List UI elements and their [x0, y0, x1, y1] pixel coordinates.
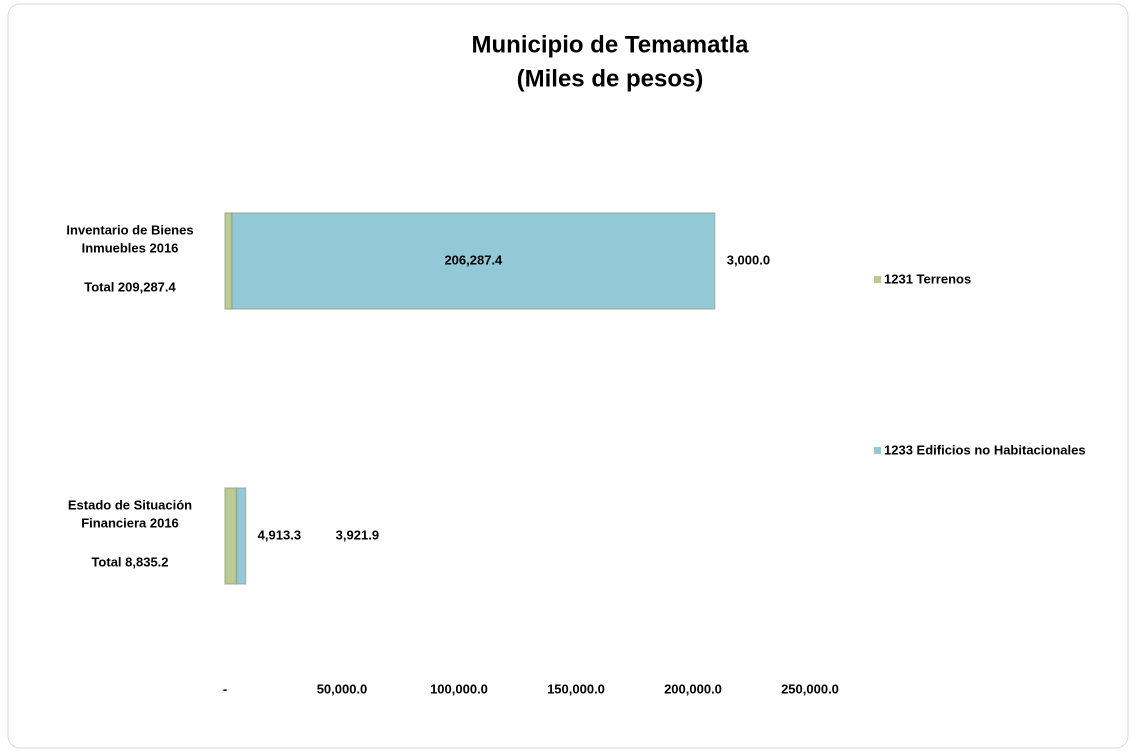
- legend-swatch: [874, 276, 881, 283]
- bar-segment: [235, 487, 247, 585]
- total-label: Total 209,287.4: [84, 279, 176, 294]
- legend-swatch: [874, 447, 881, 454]
- legend-label: 1233 Edificios no Habitacionales: [884, 442, 1086, 457]
- x-tick-label: -: [223, 681, 227, 696]
- x-tick-label: 250,000.0: [781, 681, 839, 696]
- value-label: 206,287.4: [444, 252, 503, 267]
- chart-subtitle: (Miles de pesos): [517, 65, 704, 92]
- category-label: Financiera 2016: [81, 515, 179, 530]
- x-tick-label: 50,000.0: [317, 681, 368, 696]
- x-tick-label: 100,000.0: [430, 681, 488, 696]
- chart-title: Municipio de Temamatla: [472, 31, 750, 58]
- bar-segment: [231, 212, 716, 310]
- bar-segment: [224, 212, 233, 310]
- category-label: Inmuebles 2016: [82, 240, 179, 255]
- category-label: Estado de Situación: [68, 497, 192, 512]
- category-label: Inventario de Bienes: [66, 222, 193, 237]
- value-label: 3,000.0: [727, 252, 770, 267]
- bar-segment: [224, 487, 238, 585]
- value-label: 4,913.3: [258, 527, 301, 542]
- total-label: Total 8,835.2: [91, 554, 168, 569]
- x-tick-label: 200,000.0: [664, 681, 722, 696]
- value-label: 3,921.9: [336, 527, 379, 542]
- chart-frame: [7, 3, 1129, 749]
- legend-label: 1231 Terrenos: [884, 271, 971, 286]
- x-tick-label: 150,000.0: [547, 681, 605, 696]
